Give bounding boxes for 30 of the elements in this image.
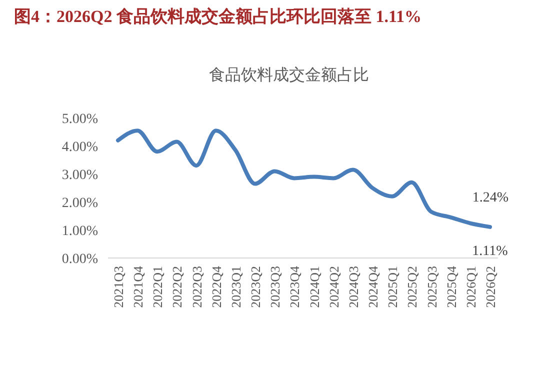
chart-subtitle: 食品饮料成交金额占比 <box>209 66 369 84</box>
x-tick-label: 2025Q3 <box>424 266 440 308</box>
x-tick-label: 2023Q2 <box>248 266 264 308</box>
x-tick-label: 2026Q1 <box>463 266 478 308</box>
x-tick-label: 2024Q2 <box>326 266 342 308</box>
data-label: 1.24% <box>472 190 509 206</box>
data-label: 1.11% <box>472 244 508 259</box>
y-tick-label: 4.00% <box>62 140 98 155</box>
x-tick-label: 2023Q4 <box>287 266 302 308</box>
x-tick-label: 2022Q3 <box>189 266 204 308</box>
y-tick-label: 5.00% <box>62 112 98 127</box>
y-tick-label: 0.00% <box>62 252 98 267</box>
x-tick-label: 2022Q4 <box>208 266 224 308</box>
x-tick-label: 2025Q1 <box>385 266 400 308</box>
x-tick-label: 2023Q1 <box>228 266 244 308</box>
x-tick-label: 2024Q1 <box>306 266 322 308</box>
x-tick-label: 2024Q4 <box>366 266 381 308</box>
x-tick-label: 2022Q1 <box>150 266 166 308</box>
x-tick-label: 2026Q2 <box>483 266 498 308</box>
x-tick-label: 2021Q3 <box>111 266 126 308</box>
x-tick-label: 2025Q2 <box>404 266 420 308</box>
y-tick-label: 2.00% <box>62 196 98 211</box>
x-tick-label: 2025Q4 <box>444 266 459 308</box>
x-tick-label: 2021Q4 <box>130 266 146 308</box>
y-tick-label: 3.00% <box>62 168 98 183</box>
y-tick-label: 1.00% <box>62 224 98 239</box>
chart-title: 图4：2026Q2 食品饮料成交金额占比环比回落至 1.11% <box>14 7 422 26</box>
x-tick-label: 2022Q2 <box>170 266 185 308</box>
x-tick-label: 2024Q3 <box>346 266 361 308</box>
x-tick-label: 2023Q3 <box>268 266 283 308</box>
